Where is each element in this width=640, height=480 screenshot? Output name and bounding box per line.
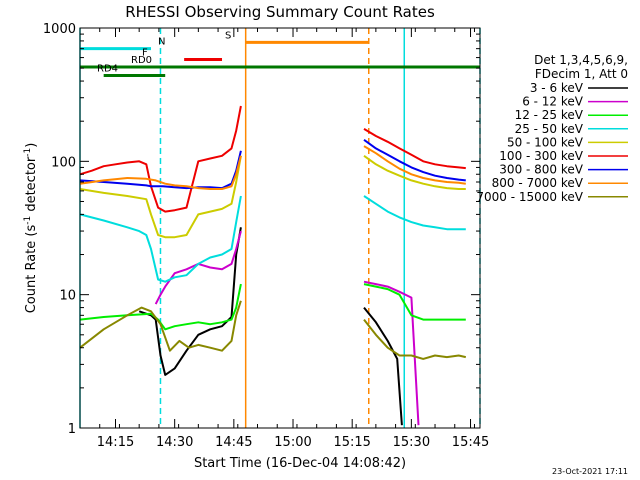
- x-tick-label: 14:45: [215, 435, 252, 450]
- series-line: [363, 306, 403, 426]
- series-line: [363, 138, 466, 182]
- plot-frame: [79, 27, 481, 429]
- x-tick-label: 15:15: [333, 435, 370, 450]
- y-tick-label: 1000: [43, 22, 76, 37]
- x-tick-label: 15:30: [393, 435, 430, 450]
- legend-label: 3 - 6 keV: [530, 81, 584, 95]
- footer-date: 23-Oct-2021 17:11: [552, 467, 628, 476]
- event-bar-label: N: [158, 37, 165, 48]
- legend-label: 12 - 25 keV: [515, 108, 584, 122]
- series-line: [79, 195, 242, 283]
- y-tick-label: 1: [68, 422, 76, 437]
- legend-header-line-1: Det 1,3,4,5,6,9,: [534, 53, 628, 67]
- x-tick-label: 14:30: [156, 435, 193, 450]
- event-bar-label: RD0: [131, 55, 152, 66]
- series-line: [363, 145, 466, 185]
- event-bar-label: F: [142, 48, 148, 59]
- legend-label: 100 - 300 keV: [499, 149, 583, 163]
- series-line: [138, 227, 242, 376]
- legend-header-line-2: FDecim 1, Att 0: [535, 67, 628, 81]
- series-line: [154, 230, 242, 305]
- y-axis: 1 10 100 1000: [43, 22, 480, 437]
- series-line: [79, 155, 242, 190]
- x-tick-label: 15:00: [274, 435, 311, 450]
- legend-label: 800 - 7000 keV: [492, 176, 584, 190]
- series-line: [79, 155, 242, 239]
- series-line: [79, 300, 242, 352]
- x-tick-label: 15:45: [452, 435, 489, 450]
- x-tick-label: 14:15: [97, 435, 134, 450]
- event-bar-label: S: [225, 30, 231, 41]
- x-axis: 14:15 14:30 14:45 15:00 15:15 15:30 15:45: [79, 28, 489, 450]
- legend-label: 6 - 12 keV: [522, 95, 584, 109]
- plot-area: NF S RD0 RD4: [79, 28, 481, 428]
- chart-title: RHESSI Observing Summary Count Rates: [125, 3, 435, 21]
- legend-label: 7000 - 15000 keV: [476, 190, 583, 204]
- legend-label: 25 - 50 keV: [515, 122, 584, 136]
- series-line: [363, 318, 467, 360]
- y-axis-label: Count Rate (s-1 detector-1): [23, 143, 39, 314]
- series-line: [363, 195, 466, 231]
- y-tick-label: 10: [59, 289, 76, 304]
- series-line: [79, 150, 242, 190]
- x-axis-label: Start Time (16-Dec-04 14:08:42): [194, 456, 406, 471]
- event-bar-label: RD4: [97, 64, 118, 75]
- series-line: [363, 154, 466, 190]
- legend-label: 300 - 800 keV: [499, 163, 583, 177]
- legend-label: 50 - 100 keV: [507, 135, 584, 149]
- series-line: [363, 280, 420, 426]
- series-line: [363, 283, 466, 321]
- legend: Det 1,3,4,5,6,9, FDecim 1, Att 0 3 - 6 k…: [476, 53, 628, 204]
- series-line: [79, 105, 242, 213]
- series-line: [79, 283, 242, 331]
- series-line: [363, 128, 466, 170]
- y-tick-label: 100: [51, 155, 76, 170]
